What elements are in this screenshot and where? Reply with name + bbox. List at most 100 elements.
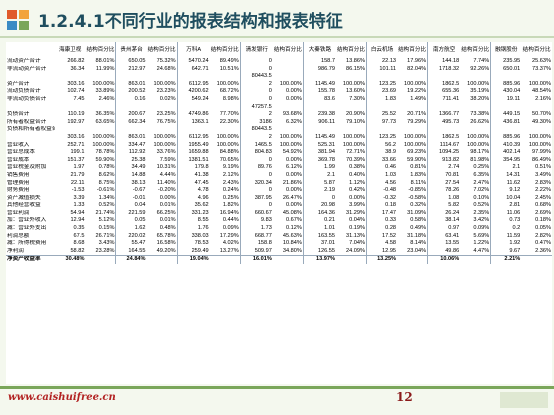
table-cell: 1.92 [509, 240, 521, 247]
table-cell: 66.25% [146, 209, 178, 218]
table-cell: 0.05% [535, 225, 551, 232]
table-cell: 97.99% [532, 149, 551, 156]
table-cell: 47.45 [194, 179, 209, 186]
table-row: 营业税金及附加 1.97 0.78% 34.49 10.31% 179.8 9.19% 89.… [6, 164, 552, 172]
table-row: 非流动资产合计 36.34 11.99% 212.97 24.68% 642.71 10.5… [6, 65, 552, 74]
table-cell [397, 255, 429, 265]
table-cell: 2.74 [448, 164, 460, 171]
table-cell: 0.09% [209, 225, 241, 233]
table-cell [146, 73, 178, 81]
table-cell: 12.95 [382, 247, 397, 254]
table-cell: 3.49% [535, 171, 551, 178]
table-cell: 1.03 [385, 171, 397, 178]
table-cell: 1862.5 [442, 133, 460, 140]
table-cell: 17.29% [209, 232, 241, 241]
row-label-cell: 净利润 [7, 247, 24, 254]
table-cell: 0.00% [146, 194, 178, 203]
table-cell: 9.83 [260, 217, 272, 224]
table-cell: 0.01% [146, 202, 178, 210]
table-cell: 0.18 [385, 202, 397, 209]
table-cell: 1659.88 [188, 149, 209, 156]
table-cell: 110.19 [67, 111, 85, 118]
row-label-cell: 所有者权益合计 [7, 118, 47, 125]
table-cell [397, 126, 429, 134]
table-cell: 2.22% [535, 187, 551, 194]
table-cell: 49.86 [445, 247, 460, 254]
table-cell: 48.54% [532, 88, 551, 95]
table-cell: 0.15% [85, 225, 117, 233]
table-cell: 1381.51 [188, 156, 209, 163]
table-cell [491, 126, 522, 134]
table-cell: 13.55 [445, 240, 460, 247]
table-cell [116, 126, 147, 134]
table-cell: 4.96 [197, 194, 209, 201]
table-row: 营业收入 252.71 100.00% 334.47 100.00% 1955.49 100… [6, 141, 552, 150]
table-cell: -0.01 [132, 194, 146, 201]
table-cell: 1.08 [448, 194, 460, 201]
header-cell: 结构百分比 [522, 46, 551, 53]
table-cell [272, 126, 304, 134]
row-label-cell: 营业收入 [7, 141, 30, 148]
table-cell: 63.65% [85, 118, 117, 127]
table-cell: 36.35% [85, 111, 117, 119]
table-cell: 331.23 [191, 209, 209, 216]
row-label-cell: 营业总成本 [7, 149, 35, 156]
table-row: 负债合计 110.19 36.35% 200.67 23.25% 4749.86 77.70… [6, 111, 552, 119]
table-cell: 0 [268, 88, 272, 95]
table-cell: 334.47 [128, 141, 146, 148]
table-cell: 7.74% [460, 58, 492, 66]
table-cell: 0.19% [335, 225, 367, 233]
table-cell: 913.82 [442, 156, 460, 163]
table-cell: 2 [268, 80, 272, 87]
table-cell: 30.48% [54, 255, 86, 265]
table-cell: 11.40% [146, 179, 178, 188]
table-cell [428, 104, 461, 112]
table-cell: 155.78 [317, 88, 335, 95]
table-cell: 97.73 [382, 118, 397, 125]
table-cell: 509.97 [254, 247, 272, 254]
table-cell: 35.19% [460, 88, 492, 96]
table-cell: 338.03 [191, 232, 209, 239]
table-cell: 11.59 [506, 232, 521, 239]
table-cell: 0 [268, 187, 272, 194]
table-cell: 21.79 [70, 171, 85, 178]
table-cell [335, 126, 367, 134]
table-cell: 2.1 [327, 171, 335, 178]
table-cell: 0.35 [73, 225, 85, 232]
table-cell: 863.01 [128, 80, 146, 87]
table-cell: 13.27% [209, 247, 241, 256]
table-header-row: 海康卫视 结构百分比 贵州茅台 结构百分比 万科A 结构百分比 清发银行 结构百… [6, 42, 552, 58]
table-row: 销售费用 21.79 8.62% 14.88 4.44% 41.38 2.12% 0 0.00%… [6, 171, 552, 180]
table-row: 资产合计 303.16 100.00% 863.01 100.00% 6112.95 100… [6, 80, 552, 89]
table-cell: 72.71% [335, 149, 367, 157]
table-cell: 885.96 [503, 80, 521, 87]
table-row: 资产减值损失 3.39 1.34% -0.01 0.00% 4.96 0.25% 387.95… [6, 194, 552, 203]
table-cell: 2.47% [460, 179, 492, 188]
header-cell: 南方航空 [432, 46, 456, 53]
table-cell: 73.38% [460, 111, 492, 119]
table-cell: 0.25% [209, 194, 241, 203]
table-cell [367, 104, 398, 112]
row-label-cell: 加：营业外收入 [7, 217, 47, 224]
table-cell: 4749.86 [188, 111, 209, 118]
table-cell: 0.21 [324, 217, 335, 224]
table-cell: 33.66 [382, 156, 397, 163]
table-cell: 24.84% [115, 255, 147, 265]
table-cell: 17.96% [397, 58, 429, 66]
table-cell: 8.11% [397, 179, 429, 188]
table-cell: 31.09% [397, 209, 429, 218]
table-cell: 0.04 [134, 202, 146, 209]
table-cell: 179.8 [194, 164, 209, 171]
table-cell: 1.82% [209, 202, 241, 210]
table-cell: 100.00% [209, 80, 241, 89]
table-cell [521, 73, 552, 81]
table-cell: 22.13 [382, 58, 397, 64]
table-cell: 70.81 [445, 171, 460, 178]
table-cell: 1145.49 [315, 133, 335, 140]
table-cell: 0.38% [335, 164, 367, 172]
table-cell: 1.33 [73, 202, 85, 209]
header-cell: 结构百分比 [272, 42, 304, 58]
table-cell: 0.44% [209, 217, 241, 226]
footer-website-link[interactable]: www.caishuifree.cn [8, 392, 116, 403]
row-label-cell: 销售费用 [7, 171, 30, 178]
